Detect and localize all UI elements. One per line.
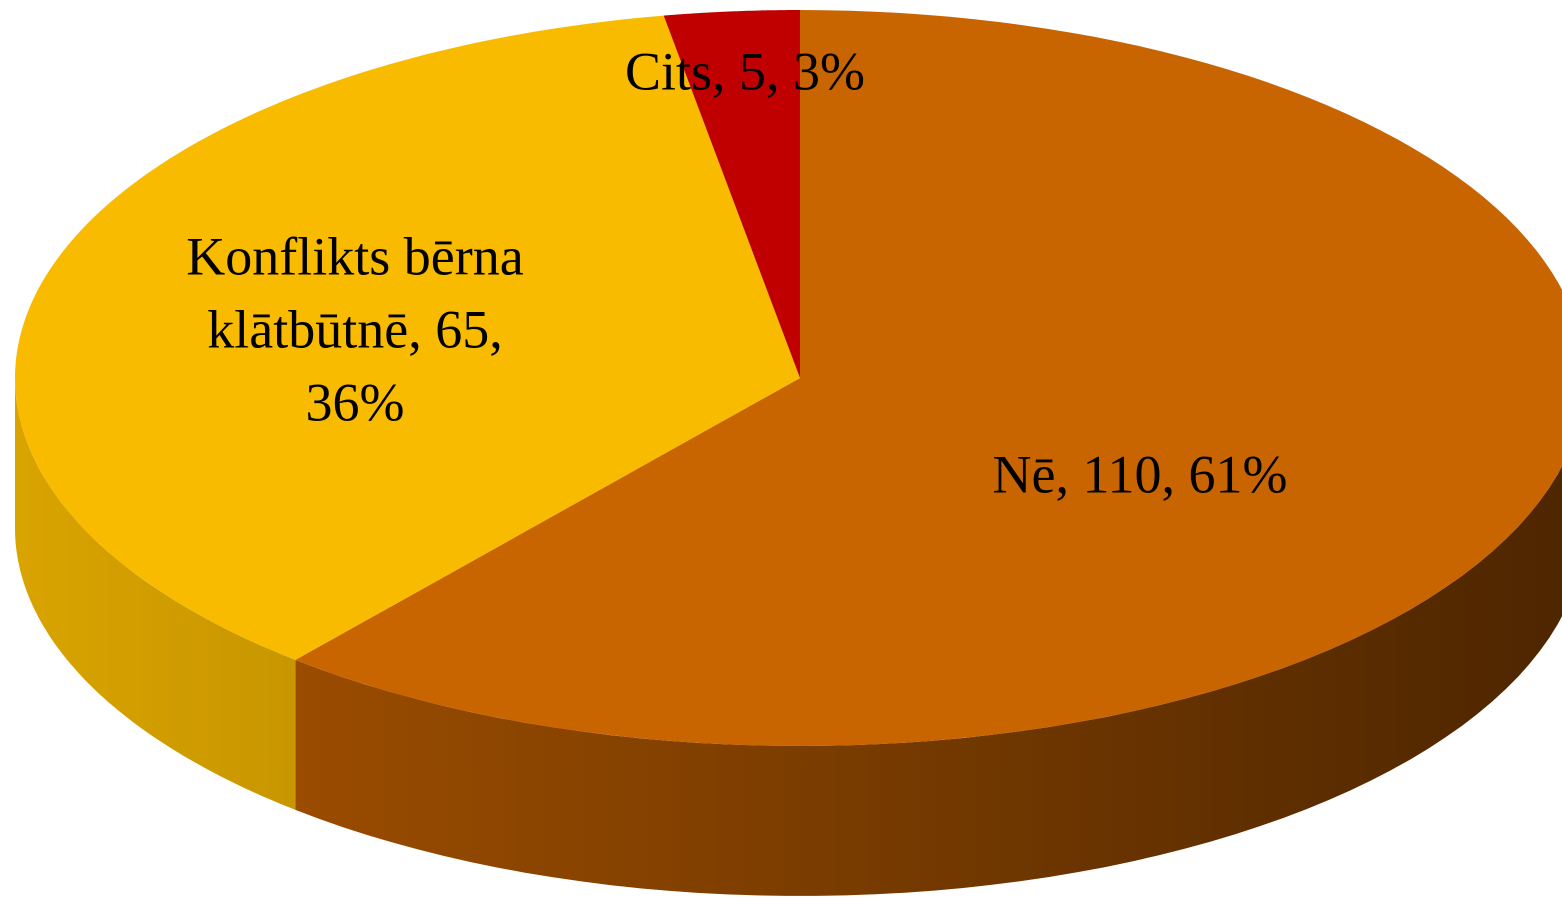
slice xyxy=(295,10,1562,746)
slice-side xyxy=(295,466,1562,896)
slice-side xyxy=(15,378,296,810)
slice xyxy=(15,15,800,660)
data-label: Nē, 110, 61% xyxy=(992,444,1288,505)
slice xyxy=(663,10,800,378)
data-label: Cits, 5, 3% xyxy=(624,41,866,102)
data-label: Konflikts bērna klātbūtnē, 65, 36% xyxy=(186,226,524,433)
